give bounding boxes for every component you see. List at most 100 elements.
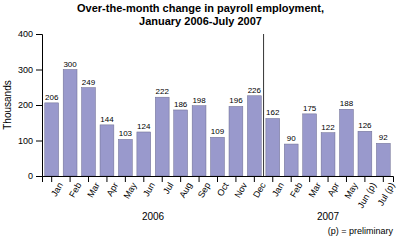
- y-tick-label: 400: [18, 29, 33, 39]
- y-tick: 400: [18, 29, 42, 39]
- data-label: 300: [63, 60, 77, 69]
- x-tick-mark: [254, 176, 255, 182]
- x-tick: Apr: [326, 176, 342, 198]
- x-tick: Jul: [161, 176, 175, 196]
- chart: Over-the-month change in payroll employm…: [0, 0, 401, 238]
- x-tick-label: May: [343, 180, 360, 200]
- x-tick-mark: [309, 176, 310, 182]
- title-line: January 2006-July 2007: [139, 15, 262, 27]
- x-tick-label: Jun (p): [356, 181, 379, 210]
- x-tick: Jan: [270, 176, 286, 198]
- y-tick-mark: [36, 176, 42, 177]
- bar: [376, 143, 390, 176]
- data-label: 124: [137, 122, 151, 131]
- x-tick-label: Oct: [215, 180, 231, 198]
- data-label: 122: [321, 123, 335, 132]
- data-label: 162: [266, 108, 280, 117]
- x-axis-line: [43, 177, 394, 183]
- x-tick-mark: [106, 176, 107, 182]
- x-tick: Aug: [177, 176, 194, 200]
- x-tick-mark: [383, 176, 384, 182]
- x-tick-label: Apr: [326, 181, 342, 198]
- bar: [118, 139, 132, 176]
- x-tick: May: [122, 176, 139, 200]
- bar: [45, 103, 59, 176]
- bar: [100, 125, 114, 176]
- bar: [284, 144, 298, 176]
- data-label: 103: [119, 129, 133, 138]
- bar: [321, 133, 335, 176]
- data-label: 226: [248, 86, 262, 95]
- data-label: 126: [358, 121, 372, 130]
- bar: [358, 131, 372, 176]
- x-tick-mark: [162, 176, 163, 182]
- x-tick: Jun (p): [356, 176, 379, 210]
- y-tick-label: 300: [18, 65, 33, 75]
- data-label: 222: [156, 87, 170, 96]
- note: (p) = preliminary: [328, 226, 394, 236]
- x-tick-label: Mar: [307, 181, 323, 199]
- x-tick-mark: [143, 176, 144, 182]
- y-tick: 100: [18, 136, 42, 146]
- data-label: 198: [192, 96, 206, 105]
- x-tick-mark: [291, 176, 292, 182]
- x-tick: Mar: [307, 176, 323, 199]
- y-tick-label: 100: [18, 136, 33, 146]
- bar: [174, 110, 188, 176]
- x-tick-label: Sep: [196, 181, 213, 200]
- data-label: 188: [340, 99, 354, 108]
- x-tick-mark: [364, 176, 365, 182]
- x-tick-label: Jun: [141, 181, 157, 199]
- x-tick: Feb: [67, 176, 83, 199]
- bar: [303, 114, 317, 176]
- y-axis: 0 100 200 300 400: [18, 29, 43, 181]
- bar: [155, 97, 169, 176]
- x-tick-mark: [70, 176, 71, 182]
- x-tick-mark: [235, 176, 236, 182]
- x-tick-mark: [272, 176, 273, 182]
- x-tick-mark: [125, 176, 126, 182]
- y-tick: 0: [28, 171, 42, 181]
- data-label: 92: [379, 133, 388, 142]
- y-axis-line: [36, 35, 43, 177]
- x-tick: Nov: [233, 176, 250, 200]
- x-tick-label: Jul: [161, 181, 175, 196]
- bars: [45, 34, 390, 176]
- x-tick: Jul (p): [375, 176, 396, 207]
- x-tick: Sep: [196, 176, 213, 200]
- x-axis: JanFebMarAprMayJunJulAugSepOctNovDecJanF…: [43, 176, 397, 210]
- x-tick: Jan: [49, 176, 65, 198]
- bar: [247, 96, 261, 176]
- y-tick-mark: [36, 70, 42, 71]
- x-tick: Apr: [105, 176, 121, 198]
- x-tick-label: Feb: [288, 181, 304, 199]
- bar: [211, 137, 225, 176]
- y-tick-mark: [36, 105, 42, 106]
- y-label: Thousands: [2, 80, 13, 129]
- data-label: 206: [45, 93, 59, 102]
- x-tick: May: [343, 176, 360, 200]
- x-tick-label: Apr: [105, 181, 121, 198]
- data-label: 186: [174, 100, 188, 109]
- group-label: 2007: [317, 211, 340, 222]
- x-tick-label: Mar: [85, 181, 101, 199]
- group-divider: [263, 34, 264, 176]
- x-tick: Feb: [288, 176, 304, 199]
- data-labels: 2063002491441031242221861981091962261629…: [45, 60, 388, 144]
- bar: [229, 106, 243, 176]
- data-label: 90: [287, 134, 296, 143]
- bar: [192, 106, 206, 176]
- y-tick: 300: [18, 65, 42, 75]
- bar: [137, 132, 151, 176]
- x-tick: Oct: [215, 176, 231, 198]
- y-tick-label: 200: [18, 100, 33, 110]
- title-line: Over-the-month change in payroll employm…: [77, 2, 324, 14]
- bar: [82, 88, 96, 176]
- data-label: 144: [100, 115, 114, 124]
- x-tick-label: Dec: [251, 180, 268, 199]
- x-tick-label: May: [122, 180, 139, 200]
- x-tick-mark: [51, 176, 52, 182]
- x-tick-label: Jan: [270, 181, 286, 199]
- group-label: 2006: [142, 211, 165, 222]
- x-tick-label: Jan: [49, 181, 65, 199]
